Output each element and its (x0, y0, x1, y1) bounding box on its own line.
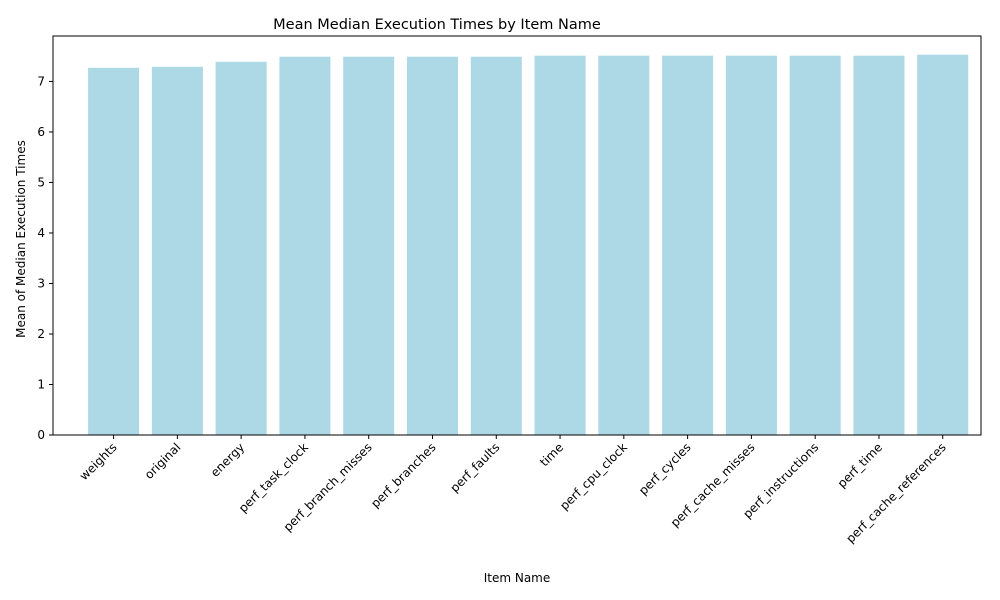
y-tick-label: 7 (37, 74, 45, 88)
bar-weights (88, 67, 140, 436)
bar-perf-task-clock (279, 56, 331, 436)
chart-title: Mean Median Execution Times by Item Name (273, 17, 601, 33)
bar-perf-cache-references (917, 54, 969, 435)
x-axis: weights original energyperf_task_clockperf… (77, 435, 949, 546)
bar-perf-branch-misses (343, 56, 395, 436)
y-tick-label: 5 (37, 175, 45, 189)
bar-perf-cache-misses (725, 55, 777, 435)
bar-perf-cycles (662, 55, 714, 435)
y-axis: 0 1 2 3 4 5 6 7 (37, 74, 53, 442)
y-tick-label: 3 (37, 276, 45, 290)
bar-perf-time (853, 55, 905, 435)
y-axis-title: Mean of Median Execution Times (14, 140, 28, 338)
y-tick-label: 6 (37, 125, 45, 139)
x-tick-label: energy (208, 440, 247, 479)
bar-perf-branches (406, 56, 459, 436)
x-tick-label: perf_time (835, 440, 885, 490)
bar-energy (215, 61, 267, 435)
y-tick-label: 4 (37, 226, 45, 240)
x-tick-label: perf_faults (447, 440, 502, 495)
x-tick-label: perf_cpu_clock (557, 440, 630, 513)
bar-perf-instructions (789, 55, 841, 435)
bar-perf-faults (470, 56, 522, 436)
x-tick-label: time (537, 440, 566, 469)
bar-perf-cpu-clock (598, 55, 650, 435)
x-tick-label: weights (77, 440, 120, 483)
x-tick-label: original (142, 440, 184, 482)
bar-original (151, 66, 203, 435)
plot-frame (52, 35, 982, 436)
x-tick-label: perf_branches (368, 440, 438, 510)
y-tick-label: 0 (37, 428, 45, 442)
x-tick-label: perf_cycles (636, 440, 694, 498)
bars-group (88, 54, 969, 436)
y-tick-label: 1 (37, 377, 45, 391)
x-axis-title: Item Name (484, 571, 551, 585)
bar-time (534, 55, 586, 435)
y-tick-label: 2 (37, 327, 45, 341)
